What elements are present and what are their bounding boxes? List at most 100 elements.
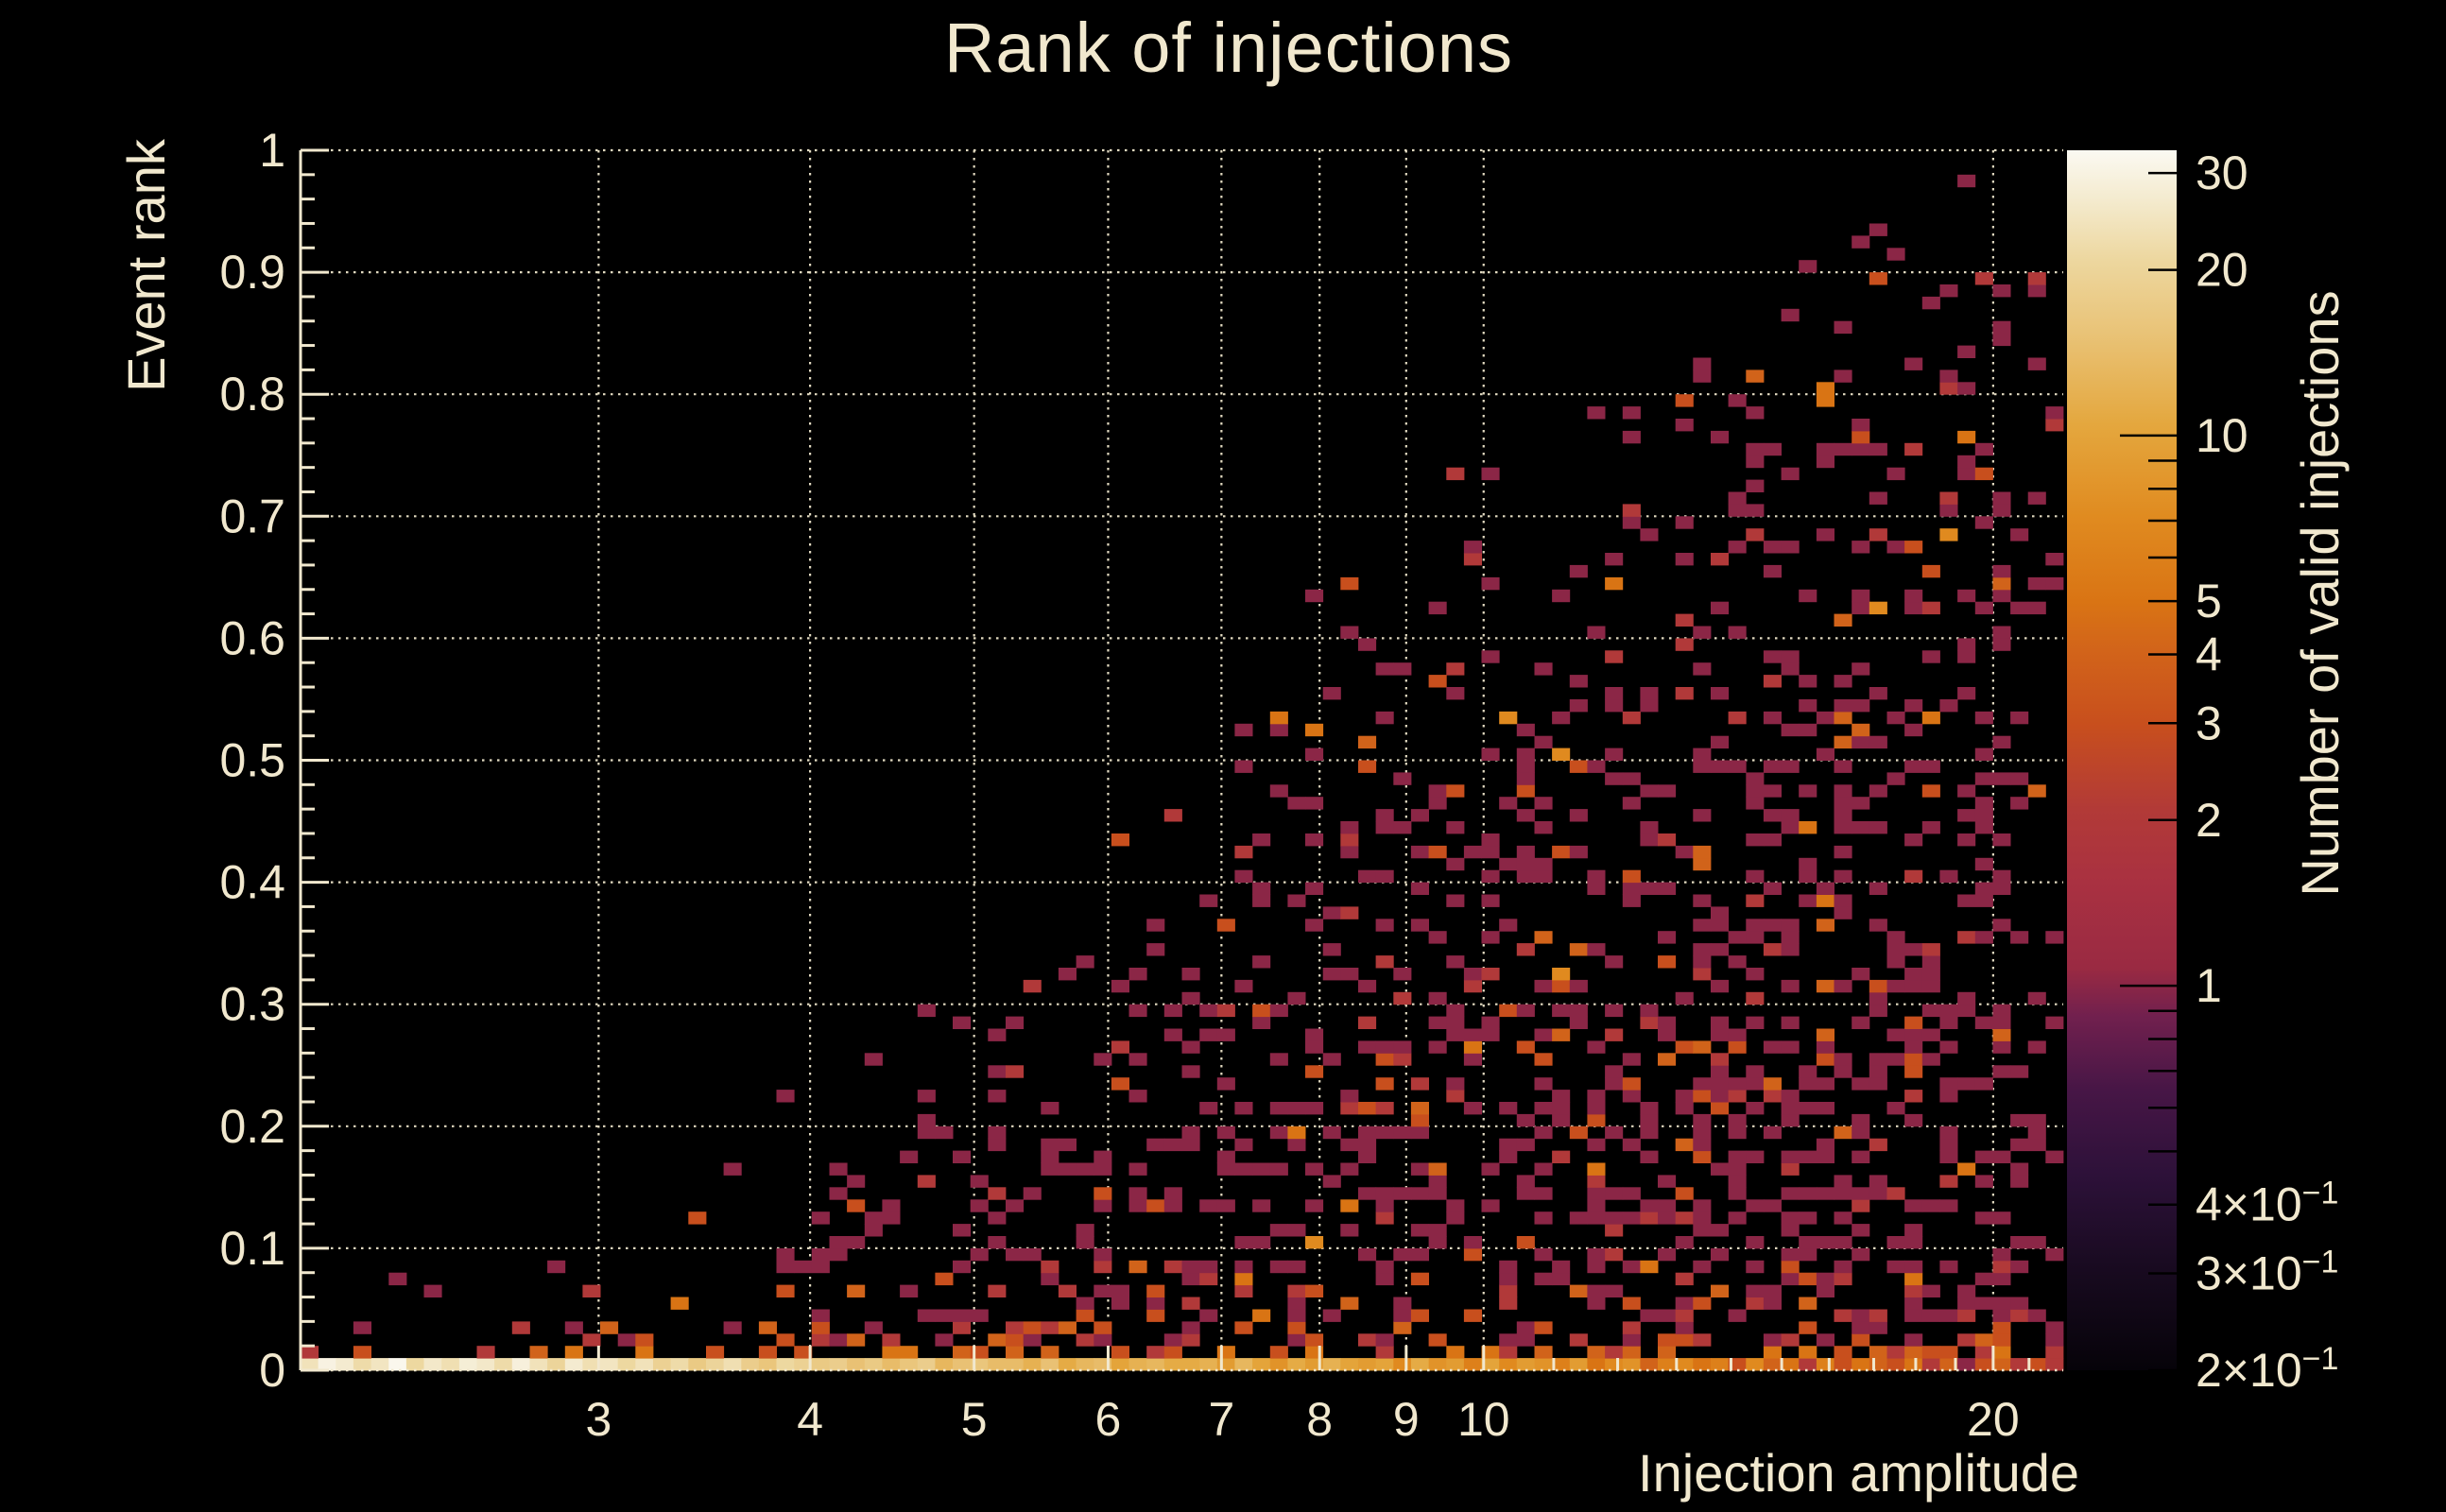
heatmap-cell	[1552, 1028, 1571, 1041]
heatmap-cell	[953, 1150, 972, 1163]
heatmap-cell	[1163, 1138, 1182, 1152]
heatmap-cell	[1939, 869, 1958, 884]
heatmap-cell	[1375, 1102, 1394, 1115]
colorbar-tick-label: 2×10−1	[2196, 1341, 2338, 1397]
heatmap-cell	[1428, 601, 1447, 615]
heatmap-cell	[1992, 626, 2011, 639]
heatmap-cell	[776, 1284, 795, 1297]
heatmap-cell	[1816, 1187, 1834, 1200]
heatmap-cell	[953, 1346, 972, 1359]
heatmap-cell	[1428, 1333, 1447, 1347]
heatmap-cell	[1446, 784, 1465, 798]
heatmap-cell	[758, 1321, 777, 1334]
heatmap-cell	[1799, 1358, 1817, 1371]
heatmap-cell	[1534, 1346, 1553, 1359]
chart-title: Rank of injections	[943, 9, 1514, 87]
heatmap-cell	[1658, 1333, 1677, 1347]
heatmap-cell	[1587, 1138, 1606, 1152]
heatmap-cell	[953, 1321, 972, 1334]
heatmap-cell	[1693, 747, 1712, 761]
heatmap-cell	[1622, 1346, 1641, 1359]
heatmap-cell	[1852, 1187, 1870, 1200]
heatmap-cell	[1834, 1358, 1852, 1371]
heatmap-cell	[1041, 1150, 1059, 1163]
heatmap-cell	[1852, 419, 1870, 432]
heatmap-cell	[1834, 894, 1852, 907]
heatmap-cell	[1076, 1358, 1094, 1371]
heatmap-cell	[2045, 419, 2064, 432]
heatmap-cell	[1799, 1150, 1817, 1163]
heatmap-cell	[1781, 1358, 1800, 1371]
heatmap-cell	[2010, 1065, 2029, 1078]
heatmap-cell	[1393, 1321, 1412, 1334]
heatmap-cell	[1974, 467, 1993, 481]
heatmap-cell	[1534, 662, 1553, 676]
heatmap-cell	[1269, 711, 1288, 725]
heatmap-cell	[1199, 1260, 1218, 1274]
heatmap-cell	[1763, 1333, 1782, 1347]
heatmap-cell	[1322, 906, 1341, 919]
heatmap-cell	[988, 1187, 1007, 1200]
heatmap-cell	[1816, 1272, 1834, 1286]
heatmap-cell	[1569, 1125, 1588, 1140]
heatmap-cell	[1869, 784, 1887, 798]
heatmap-cell	[864, 1053, 883, 1066]
heatmap-cell	[1816, 1077, 1834, 1091]
heatmap-cell	[1322, 968, 1341, 981]
heatmap-cell	[1781, 809, 1800, 822]
heatmap-cell	[1481, 968, 1500, 981]
y-tick-label: 0	[259, 1344, 285, 1397]
heatmap-cell	[1781, 1090, 1800, 1103]
heatmap-cell	[1499, 711, 1518, 725]
heatmap-cell	[1622, 430, 1641, 444]
heatmap-cell	[1252, 1358, 1271, 1371]
heatmap-cell	[1181, 1333, 1200, 1347]
colorbar-tick-label: 30	[2196, 146, 2248, 199]
heatmap-cell	[1763, 809, 1782, 822]
heatmap-cell	[1816, 1028, 1834, 1041]
heatmap-cell	[2045, 406, 2064, 420]
heatmap-cell	[1640, 1211, 1659, 1225]
heatmap-cell	[1675, 1309, 1694, 1322]
heatmap-cell	[1199, 894, 1218, 907]
heatmap-cell	[1957, 931, 1976, 944]
heatmap-cell	[1799, 1346, 1817, 1359]
heatmap-cell	[1358, 1187, 1377, 1200]
heatmap-cell	[1799, 869, 1817, 884]
heatmap-cell	[1834, 711, 1852, 725]
heatmap-cell	[1658, 1247, 1677, 1262]
heatmap-cell	[1957, 467, 1976, 481]
heatmap-cell	[2027, 1138, 2046, 1152]
heatmap-cell	[1675, 419, 1694, 432]
heatmap-cell	[1693, 1077, 1712, 1091]
heatmap-cell	[1852, 1125, 1870, 1140]
heatmap-cell	[1552, 1260, 1571, 1274]
heatmap-cell	[1675, 1272, 1694, 1286]
heatmap-cell	[1852, 1333, 1870, 1347]
heatmap-cell	[2010, 1309, 2029, 1322]
heatmap-cell	[1869, 528, 1887, 541]
heatmap-cell	[2010, 1260, 2029, 1274]
heatmap-cell	[1534, 869, 1553, 884]
heatmap-cell	[1393, 991, 1412, 1005]
heatmap-cell	[1605, 1077, 1624, 1091]
heatmap-cell	[529, 1346, 548, 1359]
heatmap-cell	[2027, 272, 2046, 285]
heatmap-cell	[1305, 833, 1324, 847]
heatmap-cell	[1516, 784, 1535, 798]
heatmap-cell	[953, 1016, 972, 1029]
heatmap-cell	[829, 1247, 848, 1262]
heatmap-cell	[1499, 1284, 1518, 1297]
heatmap-cell	[1834, 1236, 1852, 1249]
heatmap-cell	[1428, 991, 1447, 1005]
heatmap-cell	[917, 1175, 936, 1188]
y-tick-label: 0.8	[219, 368, 285, 421]
heatmap-cell	[1746, 894, 1765, 907]
heatmap-cell	[1904, 1297, 1923, 1310]
heatmap-cell	[1234, 1284, 1253, 1297]
heatmap-cell	[1146, 943, 1165, 956]
heatmap-cell	[1658, 955, 1677, 969]
heatmap-cell	[2045, 1247, 2064, 1262]
heatmap-cell	[1428, 784, 1447, 798]
heatmap-cell	[1499, 1358, 1518, 1371]
